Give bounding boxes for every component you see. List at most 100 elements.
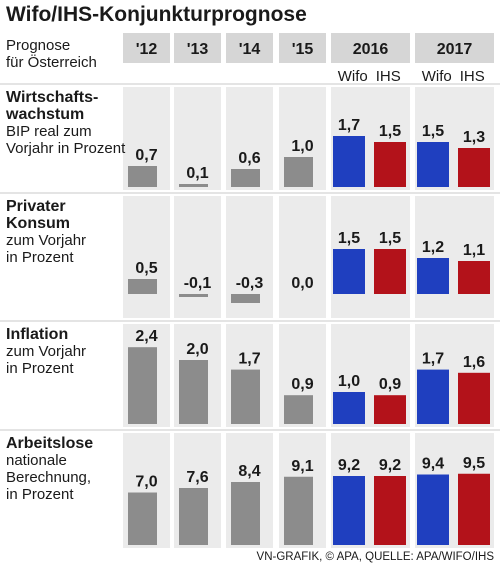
bar-history (128, 347, 157, 424)
bar-wifo (333, 392, 365, 424)
column-band (123, 196, 170, 318)
panel-title: Wirtschafts- (6, 89, 98, 106)
value-label: 7,6 (186, 469, 208, 486)
panel-subtitle: nationale (6, 452, 67, 469)
value-label: 8,4 (238, 463, 260, 480)
series-sublabel: IHS (376, 68, 401, 85)
panel-subtitle: zum Vorjahr (6, 343, 86, 360)
column-header-label: '13 (187, 41, 209, 58)
column-band (174, 87, 221, 190)
value-label: 1,0 (291, 138, 313, 155)
bar-ihs (374, 142, 406, 187)
value-label: 1,5 (338, 230, 360, 247)
bar-history (231, 482, 260, 545)
chart-title: Wifo/IHS-Konjunkturprognose (6, 3, 307, 26)
column-band (174, 196, 221, 318)
value-label: 2,4 (135, 328, 157, 345)
value-label: 1,6 (463, 354, 485, 371)
value-label: 1,3 (463, 129, 485, 146)
value-label: 1,1 (463, 242, 485, 259)
value-label: 1,0 (338, 373, 360, 390)
bar-ihs (374, 395, 406, 424)
prognose-label: für Österreich (6, 53, 97, 71)
column-header-tab (279, 33, 326, 63)
bar-history (179, 294, 208, 297)
value-label: 0,1 (186, 165, 208, 182)
value-label: 2,0 (186, 341, 208, 358)
bar-wifo (417, 258, 449, 294)
series-sublabel: IHS (460, 68, 485, 85)
bar-history (179, 184, 208, 187)
bar-history (284, 395, 313, 424)
panel-subtitle: in Prozent (6, 360, 74, 377)
bar-history (231, 369, 260, 424)
bar-history (128, 279, 157, 294)
bar-wifo (333, 136, 365, 187)
value-label: -0,1 (184, 275, 212, 292)
value-label: 0,5 (135, 260, 157, 277)
column-band (415, 196, 494, 318)
value-label: 9,2 (338, 457, 360, 474)
value-label: 1,2 (422, 239, 444, 256)
value-label: 7,0 (135, 474, 157, 491)
panel-subtitle: BIP real zum (6, 123, 92, 140)
value-label: 9,1 (291, 458, 313, 475)
column-header-tab (331, 33, 410, 63)
value-label: 0,7 (135, 147, 157, 164)
bar-history (231, 169, 260, 187)
bar-ihs (458, 261, 490, 294)
panel-subtitle: in Prozent (6, 486, 74, 503)
column-header-tab (174, 33, 221, 63)
prognose-label: Prognose (6, 37, 70, 54)
bar-wifo (417, 474, 449, 545)
bar-history (179, 488, 208, 545)
value-label: 1,7 (338, 117, 360, 134)
value-label: 9,4 (422, 456, 444, 473)
column-header-tab (415, 33, 494, 63)
value-label: -0,3 (236, 275, 264, 292)
panel-title: Arbeitslose (6, 435, 93, 452)
column-header-label: 2017 (437, 41, 473, 58)
panel-title: Privater (6, 198, 66, 215)
column-header-label: 2016 (353, 41, 389, 58)
series-sublabel: Wifo (422, 68, 452, 85)
bar-history (179, 360, 208, 424)
column-header-label: '15 (292, 41, 314, 58)
value-label: 0,6 (238, 150, 260, 167)
bar-ihs (458, 148, 490, 187)
bar-wifo (417, 142, 449, 187)
column-header-label: '12 (136, 41, 158, 58)
value-label: 0,0 (291, 275, 313, 292)
bar-wifo (333, 476, 365, 545)
value-label: 0,9 (291, 376, 313, 393)
value-label: 9,5 (463, 455, 485, 472)
bar-ihs (374, 476, 406, 545)
bar-ihs (458, 473, 490, 545)
panel-title: Inflation (6, 326, 68, 343)
panel-subtitle: zum Vorjahr (6, 232, 86, 249)
source-footer: VN-GRAFIK, © APA, QUELLE: APA/WIFO/IHS (257, 551, 495, 563)
panel-subtitle: Berechnung, (6, 469, 91, 486)
panel-subtitle: Vorjahr in Prozent (6, 140, 126, 157)
bar-wifo (333, 249, 365, 294)
value-label: 1,7 (238, 351, 260, 368)
bar-history (284, 476, 313, 545)
bar-ihs (374, 249, 406, 294)
value-label: 0,9 (379, 376, 401, 393)
column-header-label: '14 (239, 41, 261, 58)
value-label: 9,2 (379, 457, 401, 474)
value-label: 1,5 (379, 123, 401, 140)
column-band (279, 196, 326, 318)
panel-subtitle: in Prozent (6, 249, 74, 266)
column-header-tab (123, 33, 170, 63)
bar-history (128, 166, 157, 187)
panel-title: Konsum (6, 215, 70, 232)
bar-history (128, 492, 157, 545)
bar-ihs (458, 372, 490, 424)
bar-history (284, 157, 313, 187)
bar-wifo (417, 369, 449, 424)
column-header-tab (226, 33, 273, 63)
bar-history (231, 294, 260, 303)
value-label: 1,5 (379, 230, 401, 247)
value-label: 1,7 (422, 351, 444, 368)
